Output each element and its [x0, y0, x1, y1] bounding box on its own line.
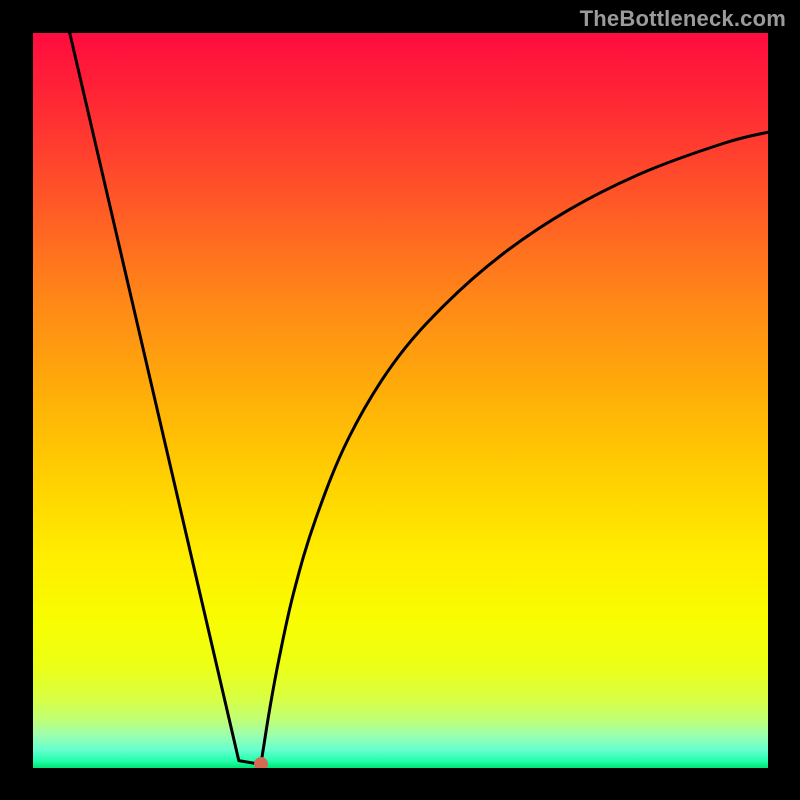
curve-svg — [33, 33, 768, 768]
watermark-text: TheBottleneck.com — [580, 6, 786, 32]
plot-area — [33, 33, 768, 768]
optimum-marker — [254, 757, 268, 768]
bottleneck-curve — [70, 33, 768, 764]
